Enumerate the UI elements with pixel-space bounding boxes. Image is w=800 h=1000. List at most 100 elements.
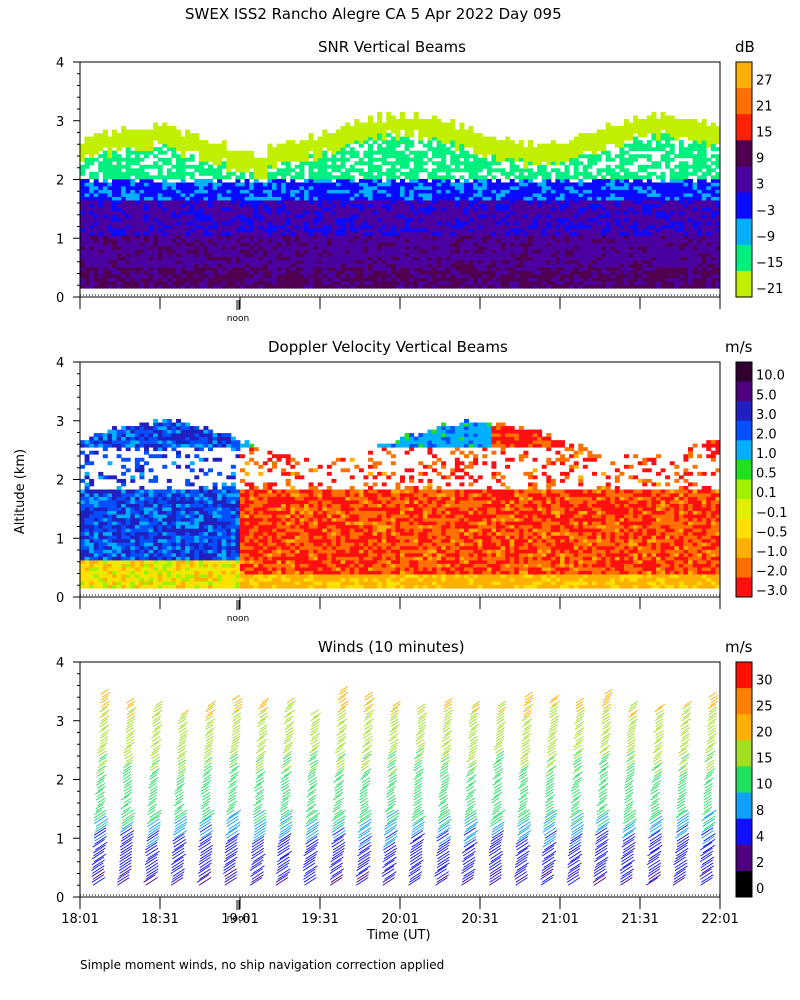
snr-cell [130,238,136,243]
snr-cell [235,193,241,197]
snr-cell [281,274,287,279]
snr-cell [253,157,259,162]
snr-cell [541,189,547,194]
snr-cell [336,157,341,162]
snr-cell [454,133,460,138]
snr-cell [308,281,314,286]
snr-cell [262,238,268,243]
snr-cell [564,238,570,243]
snr-cell [189,270,195,275]
snr-cell [166,193,172,197]
snr-cell [203,259,209,264]
snr-cell [203,140,209,145]
snr-cell [377,217,383,222]
snr-cell [422,281,428,286]
snr-cell [317,189,323,194]
snr-cell [89,210,95,215]
snr-cell [253,185,259,190]
snr-cell [253,210,259,215]
snr-cell [454,263,460,268]
snr-cell [157,171,163,176]
snr-cell [208,228,213,233]
snr-cell [166,189,172,194]
snr-cell [422,274,428,279]
snr-cell [605,249,611,254]
snr-cell [500,185,506,190]
snr-cell [368,281,373,286]
snr-cell [281,193,287,197]
snr-cell [148,259,154,264]
snr-cell [409,259,415,264]
snr-cell [409,133,415,138]
snr-cell [578,182,584,187]
snr-cell [528,274,533,279]
snr-cell [528,193,533,197]
snr-cell [116,200,122,204]
snr-cell [418,203,424,208]
snr-cell [93,133,99,138]
snr-cell [148,164,154,169]
snr-cell [345,259,351,264]
snr-cell [180,185,186,190]
snr-cell [422,210,428,215]
snr-cell [537,147,543,152]
snr-cell [345,267,351,271]
snr-cell [262,249,268,254]
snr-cell [509,274,515,279]
snr-cell [230,150,236,155]
snr-cell [614,221,620,226]
snr-cell [409,281,415,286]
snr-cell [628,231,634,236]
snr-cell [217,245,223,250]
snr-cell [322,274,328,279]
snr-cell [509,242,515,247]
snr-cell [107,185,113,190]
snr-cell [212,189,218,194]
snr-cell [153,267,159,271]
snr-cell [614,136,620,141]
snr-cell [176,281,181,286]
snr-cell [564,182,570,187]
snr-cell [633,259,639,264]
snr-cell [208,242,213,247]
snr-cell [555,249,561,254]
snr-cell [281,242,287,247]
snr-cell [171,129,177,134]
snr-cell [267,210,273,215]
snr-cell [422,267,428,271]
snr-cell [377,150,383,155]
snr-cell [619,175,625,180]
snr-cell [422,118,428,123]
snr-cell [240,207,245,212]
snr-cell [518,168,524,173]
snr-cell [500,217,506,222]
snr-cell [84,256,90,261]
snr-cell [514,143,520,148]
snr-cell [473,281,479,286]
snr-cell [523,161,529,166]
snr-cell [541,263,547,268]
snr-cell [368,164,373,169]
snr-cell [528,214,533,219]
snr-cell [345,136,351,141]
snr-cell [418,178,424,183]
snr-cell [505,238,511,243]
snr-cell [587,161,593,166]
snr-cell [404,161,410,166]
snr-cell [418,235,424,240]
snr-cell [258,175,264,180]
snr-cell [377,267,383,271]
snr-cell [477,210,483,215]
snr-cell [500,221,506,226]
snr-cell [400,238,405,243]
snr-cell [281,263,287,268]
snr-cell [267,175,273,180]
snr-cell [573,249,579,254]
snr-cell [313,189,319,194]
snr-cell [171,143,177,148]
snr-cell [240,171,245,176]
snr-cell [121,235,127,240]
snr-cell [267,252,273,257]
snr-cell [377,126,383,130]
snr-cell [624,231,629,236]
